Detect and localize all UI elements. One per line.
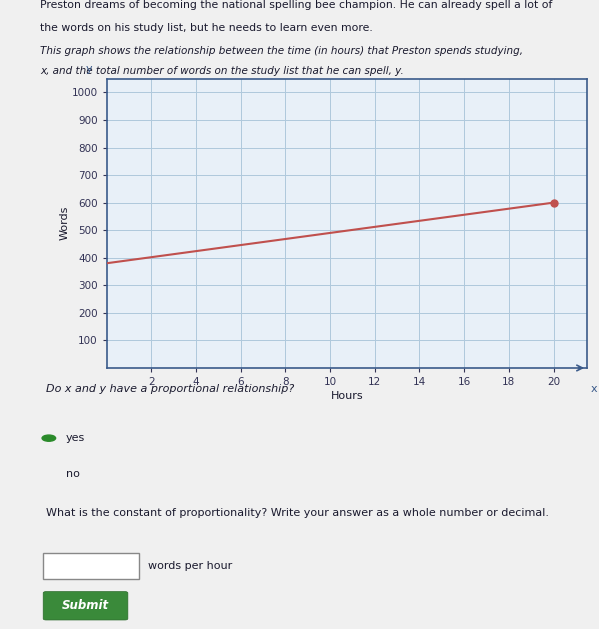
Text: Do x and y have a proportional relationship?: Do x and y have a proportional relations…	[46, 384, 294, 394]
Text: yes: yes	[66, 433, 85, 443]
Text: no: no	[66, 469, 80, 479]
X-axis label: Hours: Hours	[331, 391, 363, 401]
Text: Words: Words	[60, 206, 69, 240]
Text: y: y	[86, 65, 92, 74]
Circle shape	[42, 435, 56, 442]
Text: Submit: Submit	[62, 599, 109, 612]
FancyBboxPatch shape	[43, 592, 128, 620]
Text: x, and the total number of words on the study list that he can spell, y.: x, and the total number of words on the …	[40, 66, 404, 76]
Circle shape	[42, 471, 56, 477]
Text: What is the constant of proportionality? Write your answer as a whole number or : What is the constant of proportionality?…	[46, 508, 549, 518]
Text: This graph shows the relationship between the time (in hours) that Preston spend: This graph shows the relationship betwee…	[40, 46, 524, 56]
Text: the words on his study list, but he needs to learn even more.: the words on his study list, but he need…	[40, 23, 373, 33]
Text: words per hour: words per hour	[147, 561, 232, 571]
Text: Preston dreams of becoming the national spelling bee champion. He can already sp: Preston dreams of becoming the national …	[40, 0, 553, 10]
Text: x: x	[591, 384, 597, 394]
FancyBboxPatch shape	[43, 553, 139, 579]
